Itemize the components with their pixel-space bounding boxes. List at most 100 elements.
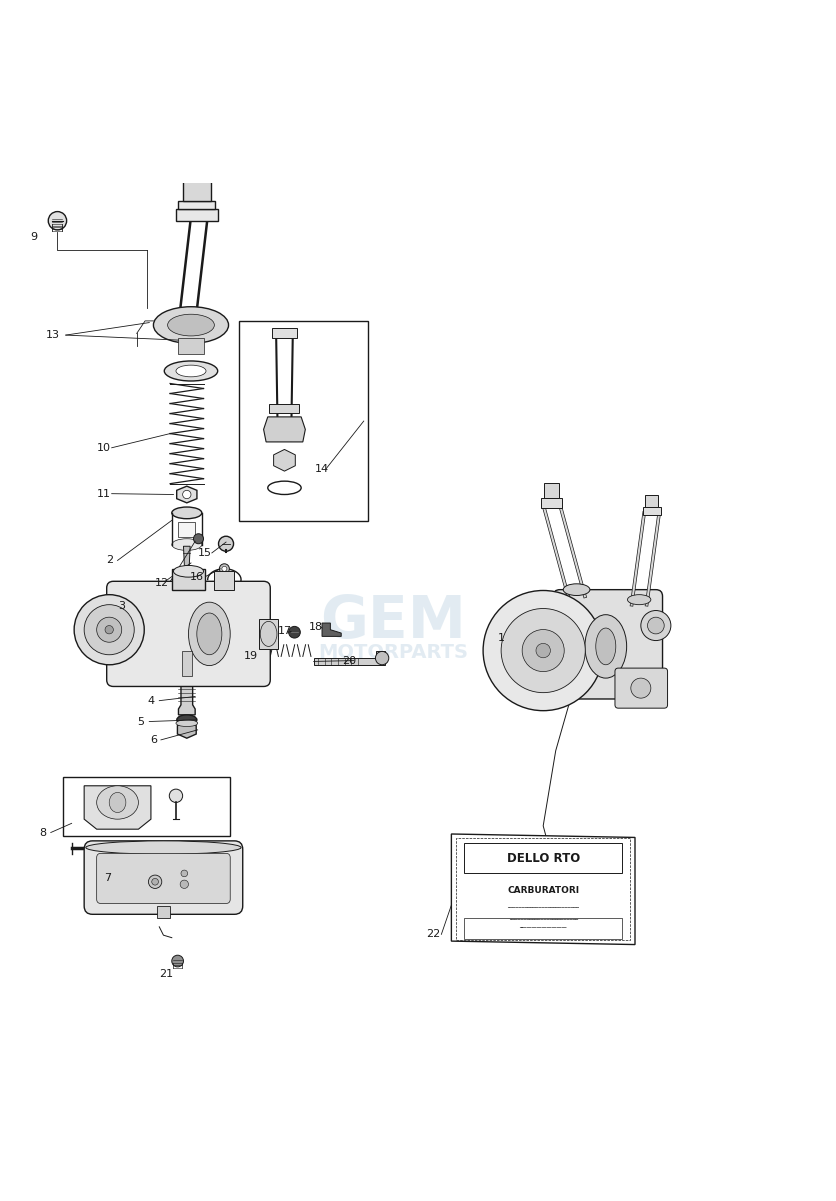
Circle shape bbox=[222, 567, 227, 572]
FancyBboxPatch shape bbox=[615, 668, 668, 709]
Text: 12: 12 bbox=[155, 578, 169, 588]
Polygon shape bbox=[84, 785, 151, 829]
Circle shape bbox=[218, 536, 233, 551]
Polygon shape bbox=[263, 417, 305, 442]
Circle shape bbox=[182, 490, 191, 498]
Bar bbox=[182, 180, 211, 201]
Text: DELLO RTO: DELLO RTO bbox=[507, 852, 580, 865]
Bar bbox=[645, 495, 659, 507]
Circle shape bbox=[171, 955, 183, 967]
Ellipse shape bbox=[596, 628, 616, 665]
FancyBboxPatch shape bbox=[107, 581, 270, 687]
Circle shape bbox=[74, 594, 145, 665]
Text: 14: 14 bbox=[315, 464, 329, 473]
Ellipse shape bbox=[154, 306, 228, 343]
Text: 2: 2 bbox=[105, 555, 113, 566]
Ellipse shape bbox=[176, 365, 206, 377]
Text: 18: 18 bbox=[309, 622, 324, 632]
Ellipse shape bbox=[563, 584, 590, 596]
Text: ───────────────────: ─────────────────── bbox=[519, 926, 567, 931]
Circle shape bbox=[648, 617, 665, 634]
Circle shape bbox=[180, 880, 188, 889]
Circle shape bbox=[169, 789, 182, 802]
Ellipse shape bbox=[188, 602, 230, 665]
Circle shape bbox=[375, 651, 389, 665]
Circle shape bbox=[48, 211, 67, 229]
Circle shape bbox=[219, 563, 229, 574]
Circle shape bbox=[97, 617, 122, 643]
Circle shape bbox=[84, 604, 135, 655]
Text: 22: 22 bbox=[426, 930, 440, 939]
Text: CARBURATORI: CARBURATORI bbox=[507, 885, 579, 895]
Text: 7: 7 bbox=[104, 873, 111, 883]
Circle shape bbox=[483, 591, 604, 711]
Text: GEM: GEM bbox=[320, 593, 466, 650]
Polygon shape bbox=[176, 486, 197, 503]
Bar bbox=[178, 201, 215, 209]
Polygon shape bbox=[314, 651, 385, 665]
Bar bbox=[259, 619, 278, 649]
Bar bbox=[178, 522, 195, 537]
Text: 8: 8 bbox=[38, 827, 46, 837]
Ellipse shape bbox=[196, 613, 222, 655]
Ellipse shape bbox=[171, 539, 201, 550]
Ellipse shape bbox=[97, 785, 139, 819]
Text: 9: 9 bbox=[31, 233, 38, 243]
Polygon shape bbox=[183, 546, 190, 600]
Bar bbox=[456, 838, 630, 940]
Bar bbox=[464, 918, 623, 938]
Bar bbox=[643, 507, 661, 515]
Text: 3: 3 bbox=[118, 602, 125, 611]
Circle shape bbox=[152, 878, 159, 885]
Text: 4: 4 bbox=[147, 695, 155, 706]
Circle shape bbox=[288, 627, 300, 638]
Ellipse shape bbox=[268, 482, 301, 495]
Bar bbox=[544, 483, 559, 498]
Polygon shape bbox=[178, 681, 195, 715]
Polygon shape bbox=[177, 722, 196, 739]
Bar bbox=[269, 405, 299, 413]
Bar bbox=[541, 498, 563, 508]
FancyBboxPatch shape bbox=[84, 841, 242, 914]
Ellipse shape bbox=[628, 594, 651, 604]
Ellipse shape bbox=[176, 719, 197, 727]
Bar bbox=[238, 321, 368, 521]
Text: 6: 6 bbox=[150, 735, 157, 745]
Ellipse shape bbox=[110, 793, 126, 813]
Ellipse shape bbox=[165, 362, 217, 381]
Ellipse shape bbox=[167, 315, 214, 336]
Circle shape bbox=[501, 609, 585, 693]
Text: 11: 11 bbox=[96, 489, 110, 498]
Bar bbox=[64, 777, 230, 836]
Polygon shape bbox=[273, 449, 295, 471]
Polygon shape bbox=[322, 623, 341, 637]
Text: 15: 15 bbox=[198, 548, 212, 558]
Circle shape bbox=[641, 610, 670, 640]
Text: 10: 10 bbox=[96, 443, 110, 453]
Text: 17: 17 bbox=[278, 627, 292, 637]
Polygon shape bbox=[451, 833, 635, 944]
FancyBboxPatch shape bbox=[97, 854, 230, 903]
Text: 13: 13 bbox=[46, 330, 60, 340]
Ellipse shape bbox=[86, 841, 241, 854]
Bar bbox=[157, 906, 170, 919]
Bar bbox=[181, 651, 191, 676]
Ellipse shape bbox=[176, 715, 196, 725]
Bar bbox=[272, 328, 297, 337]
Text: 21: 21 bbox=[159, 969, 173, 979]
Circle shape bbox=[149, 876, 162, 889]
Bar bbox=[171, 569, 205, 590]
FancyBboxPatch shape bbox=[553, 590, 663, 699]
Circle shape bbox=[193, 533, 203, 544]
Ellipse shape bbox=[171, 507, 201, 519]
Text: ─────────────────────────: ───────────────────────── bbox=[507, 904, 579, 909]
Circle shape bbox=[522, 629, 564, 671]
Ellipse shape bbox=[173, 566, 203, 578]
Text: ────────────────────────: ──────────────────────── bbox=[508, 916, 578, 921]
Text: 19: 19 bbox=[244, 651, 258, 661]
Ellipse shape bbox=[585, 615, 627, 679]
Text: 1: 1 bbox=[498, 633, 505, 643]
Text: MOTORPARTS: MOTORPARTS bbox=[318, 643, 468, 662]
Bar bbox=[213, 572, 234, 590]
Text: 5: 5 bbox=[137, 717, 145, 727]
